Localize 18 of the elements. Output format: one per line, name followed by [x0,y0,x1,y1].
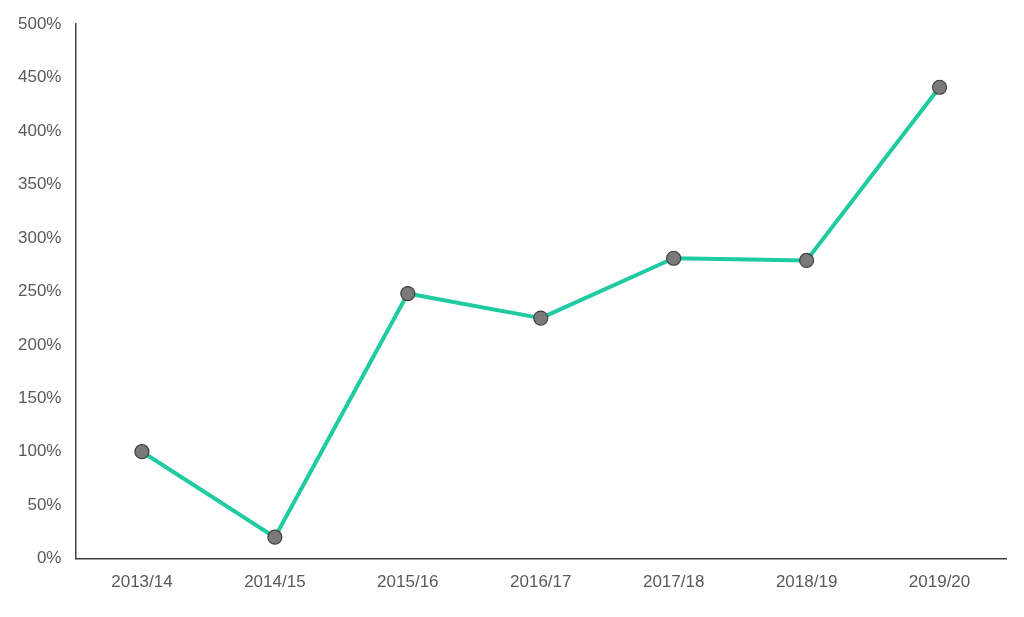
x-tick-label: 2018/19 [775,572,838,592]
y-tick-label: 350% [18,174,62,194]
y-tick-label: 450% [18,67,62,87]
x-tick-label: 2015/16 [377,572,439,592]
x-tick-label: 2014/15 [244,572,306,592]
y-tick-label: 200% [18,334,62,354]
y-tick-label: 500% [18,13,62,33]
y-tick-label: 50% [27,494,62,514]
y-tick-label: 150% [18,387,62,407]
x-tick-label: 2019/20 [908,572,971,592]
x-tick-label: 2016/17 [510,572,572,592]
y-tick-label: 250% [18,281,62,301]
x-tick-label: 2013/14 [111,572,173,592]
y-tick-label: 100% [18,441,62,461]
y-tick-label: 300% [18,227,62,247]
y-tick-label: 400% [18,120,62,140]
x-tick-label: 2017/18 [642,572,705,592]
y-tick-label: 0% [36,548,62,568]
